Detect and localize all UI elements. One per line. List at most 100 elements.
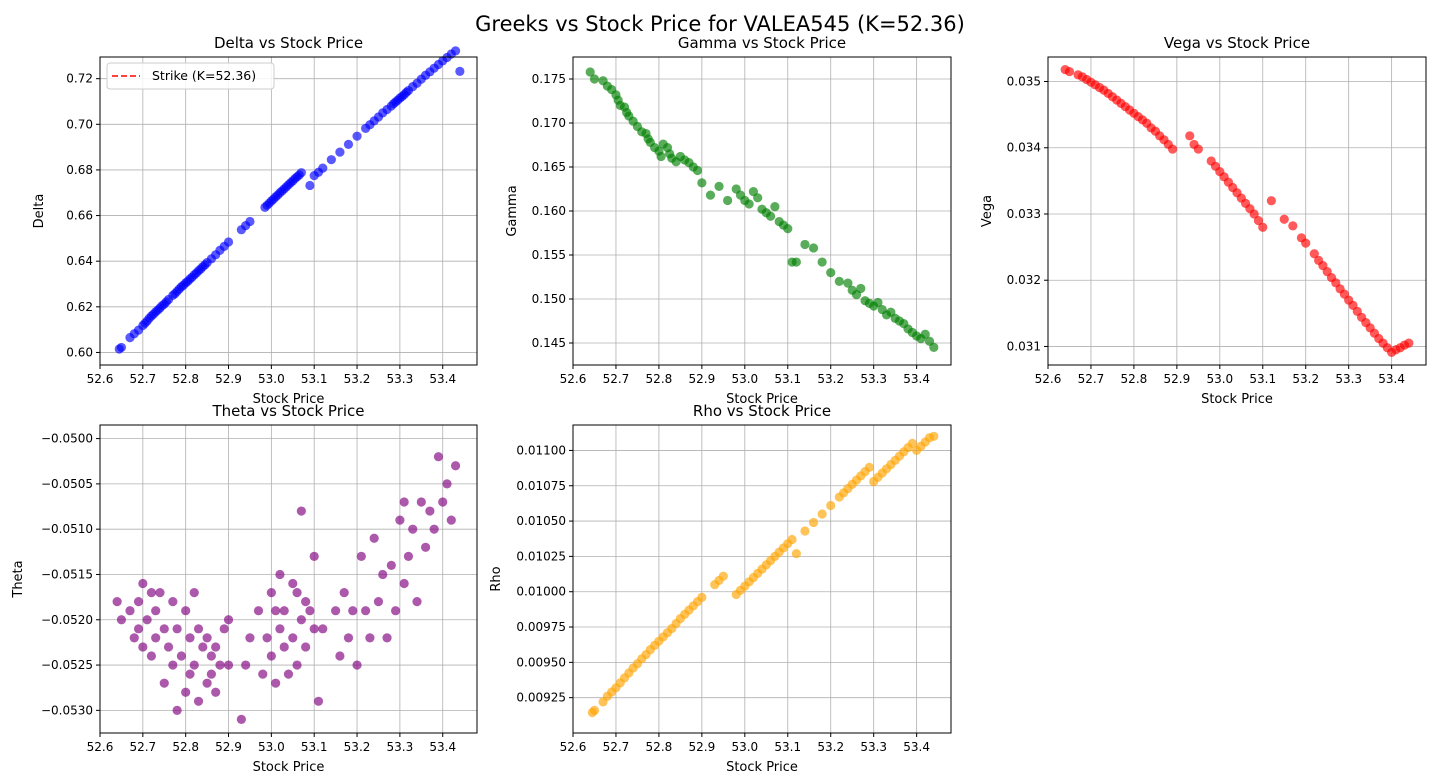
data-point <box>425 506 435 516</box>
panel-title: Gamma vs Stock Price <box>678 34 846 52</box>
data-point <box>1253 216 1264 226</box>
y-tick-label: 0.66 <box>66 209 93 223</box>
data-point <box>335 651 345 661</box>
x-tick-label: 53.1 <box>1249 372 1276 386</box>
y-tick-label: 0.01100 <box>516 443 566 457</box>
x-axis-label: Stock Price <box>253 392 325 407</box>
data-point <box>843 278 853 288</box>
data-point <box>1167 144 1178 154</box>
data-point <box>395 515 405 525</box>
data-point <box>215 660 225 670</box>
data-point <box>1258 222 1268 232</box>
data-point <box>159 678 169 688</box>
data-point <box>705 190 716 200</box>
data-point <box>450 46 461 56</box>
x-tick-label: 52.8 <box>172 372 199 386</box>
x-tick-label: 53.1 <box>301 372 328 386</box>
x-tick-label: 53.0 <box>258 740 285 754</box>
data-point <box>723 195 733 206</box>
data-point <box>279 642 289 652</box>
y-tick-label: 0.01050 <box>516 514 566 528</box>
panel-title: Theta vs Stock Price <box>211 402 364 420</box>
x-tick-label: 52.8 <box>1121 372 1148 386</box>
x-tick-label: 52.9 <box>689 740 716 754</box>
panel-vega: 52.6 52.7 52.8 52.9 53.0 53.1 53.2 53.3 53.4 0.03… <box>980 34 1427 407</box>
y-tick-label: 0.00975 <box>516 620 566 634</box>
data-point <box>206 651 216 661</box>
y-tick-label: 0.60 <box>66 345 93 359</box>
y-tick-label: 0.64 <box>66 254 93 268</box>
data-point <box>266 587 276 598</box>
data-point <box>399 497 409 507</box>
data-point <box>159 624 169 634</box>
y-tick-label: 0.170 <box>532 116 566 130</box>
x-tick-label: 53.4 <box>903 740 930 754</box>
data-point <box>133 597 144 607</box>
x-tick-label: 53.3 <box>1335 372 1362 386</box>
data-point <box>656 151 666 162</box>
data-point <box>429 524 439 534</box>
plot-frame <box>572 424 952 734</box>
data-point <box>361 606 371 616</box>
x-tick-label: 52.8 <box>646 740 673 754</box>
y-tick-label: 0.01075 <box>516 479 566 493</box>
data-point <box>697 178 707 188</box>
y-tick-label: −0.0520 <box>41 613 93 627</box>
data-point <box>365 633 375 643</box>
data-point <box>770 202 780 212</box>
data-point <box>271 606 281 616</box>
x-tick-label: 52.6 <box>87 740 114 754</box>
y-tick-label: 0.165 <box>532 160 566 174</box>
data-point <box>1193 144 1203 154</box>
data-point <box>1064 66 1075 77</box>
data-point <box>783 224 793 234</box>
data-point <box>1249 209 1259 219</box>
data-point <box>275 624 285 634</box>
data-point <box>714 181 724 191</box>
legend: Strike (K=52.36) <box>106 62 275 90</box>
data-point <box>193 624 204 634</box>
data-point <box>318 624 328 634</box>
x-tick-label: 52.9 <box>1164 372 1191 386</box>
data-point <box>172 624 182 634</box>
data-point <box>718 571 728 581</box>
x-tick-label: 53.1 <box>774 372 801 386</box>
data-point <box>309 624 319 634</box>
data-point <box>326 155 336 165</box>
data-point <box>198 642 208 652</box>
data-point <box>692 165 703 176</box>
y-tick-label: −0.0525 <box>41 658 93 672</box>
data-point <box>253 606 264 616</box>
data-point <box>241 660 251 670</box>
data-point <box>753 193 763 203</box>
data-point <box>279 606 289 616</box>
y-tick-label: 0.150 <box>532 292 566 306</box>
data-point <box>189 587 199 598</box>
data-point <box>864 462 874 472</box>
data-point <box>206 669 216 679</box>
data-point <box>305 606 315 616</box>
data-point <box>202 633 212 643</box>
y-tick-label: 0.72 <box>66 72 93 86</box>
data-point <box>873 297 883 308</box>
data-point <box>313 696 324 706</box>
x-tick-label: 53.0 <box>731 740 758 754</box>
legend-label-strike: Strike (K=52.36) <box>152 68 256 83</box>
panel-title: Rho vs Stock Price <box>693 402 831 420</box>
y-tick-label: 0.034 <box>1007 141 1041 155</box>
plot-frame <box>99 424 478 734</box>
data-point <box>1404 338 1414 348</box>
x-tick-label: 53.2 <box>1292 372 1319 386</box>
data-point <box>929 342 939 352</box>
data-point <box>163 642 174 652</box>
data-point <box>301 642 311 652</box>
data-point <box>920 329 930 339</box>
data-point <box>146 651 157 661</box>
data-point <box>420 542 431 552</box>
data-point <box>116 615 127 625</box>
data-point <box>826 268 836 278</box>
scatter-points <box>587 431 939 718</box>
x-tick-label: 52.8 <box>646 372 673 386</box>
data-point <box>258 669 268 679</box>
data-point <box>189 660 199 670</box>
